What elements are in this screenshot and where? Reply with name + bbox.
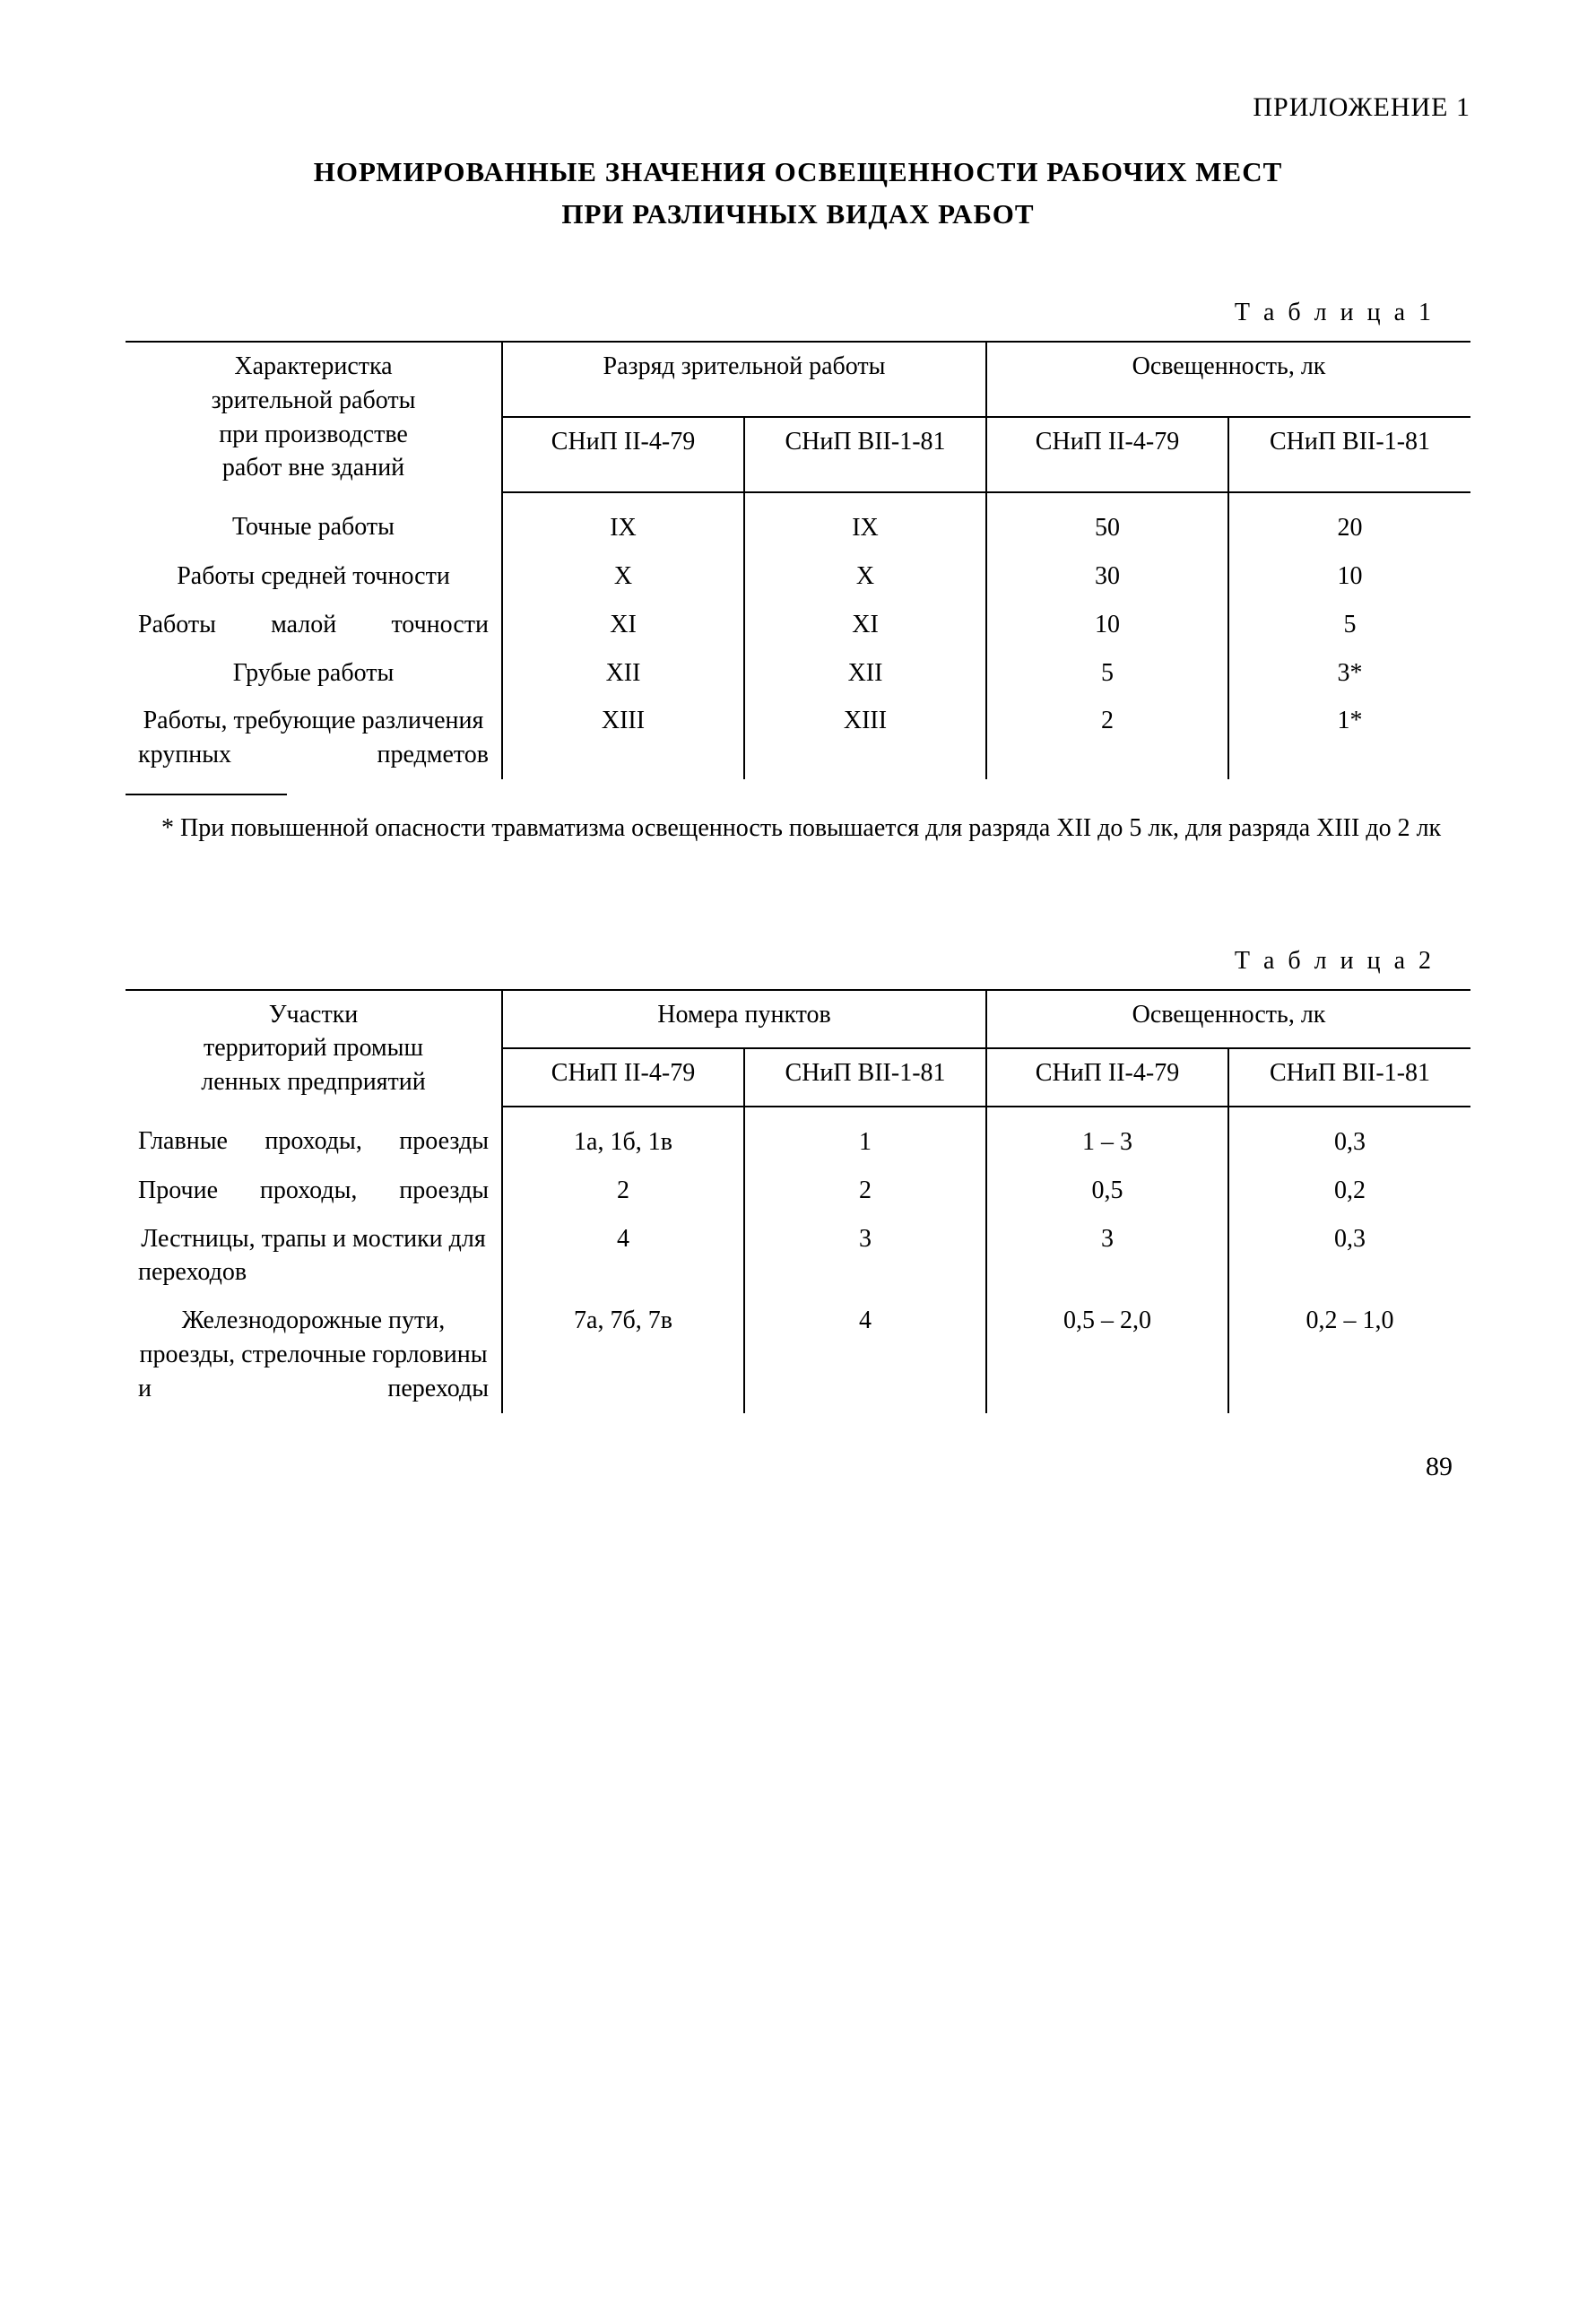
t1-col1-h1: Характеристка	[234, 352, 392, 380]
t1-sub-a2: СНиП ВII-1-81	[744, 417, 986, 492]
t1-r0-label: Точные работы	[126, 492, 502, 552]
t1-r1-label: Работы средней точ­ности	[126, 552, 502, 601]
footnote-text: * При повышенной опасности травматизма о…	[126, 812, 1470, 846]
t2-r1-label: Прочие проходы, проезды	[126, 1167, 502, 1215]
t1-r4-a2: XIII	[744, 697, 986, 779]
t2-r1-a1: 2	[502, 1167, 744, 1215]
table2-label: Т а б л и ц а 2	[126, 944, 1470, 978]
t1-sub-b2: СНиП ВII-1-81	[1228, 417, 1470, 492]
t2-r2-b2: 0,3	[1228, 1215, 1470, 1298]
t1-r0-b1: 50	[986, 492, 1228, 552]
t2-r2-label: Лестницы, трапы и мостики для перехо­дов	[126, 1215, 502, 1298]
table1: Характеристка зрительной работы при прои…	[126, 341, 1470, 779]
table-row: Точные работы IX IX 50 20	[126, 492, 1470, 552]
t2-group1-head: Номера пунктов	[502, 990, 986, 1048]
t2-col1-h3: ленных предприятий	[201, 1068, 426, 1096]
footnote-separator	[126, 794, 287, 795]
t2-r3-b2: 0,2 – 1,0	[1228, 1297, 1470, 1412]
t2-r3-a1: 7а, 7б, 7в	[502, 1297, 744, 1412]
t1-col1-h4: работ вне зданий	[222, 454, 404, 482]
t2-r0-b2: 0,3	[1228, 1107, 1470, 1167]
table-row: Работы, требующие различения круп­ных пр…	[126, 697, 1470, 779]
t2-r3-a2: 4	[744, 1297, 986, 1412]
t1-col1-head: Характеристка зрительной работы при прои…	[126, 342, 502, 492]
t1-r0-a2: IX	[744, 492, 986, 552]
t2-r3-b1: 0,5 – 2,0	[986, 1297, 1228, 1412]
t2-sub-b2: СНиП ВII-1-81	[1228, 1048, 1470, 1107]
t2-r2-a1: 4	[502, 1215, 744, 1298]
t1-r1-a1: X	[502, 552, 744, 601]
table1-label: Т а б л и ц а 1	[126, 296, 1470, 330]
t1-col1-h3: при производстве	[219, 421, 408, 448]
t2-r1-a2: 2	[744, 1167, 986, 1215]
t1-r3-label: Грубые работы	[126, 649, 502, 698]
appendix-label: ПРИЛОЖЕНИЕ 1	[126, 90, 1470, 126]
t1-r0-b2: 20	[1228, 492, 1470, 552]
t2-col1-h2: территорий промыш­	[204, 1034, 423, 1062]
t1-r2-b2: 5	[1228, 601, 1470, 649]
t1-r1-a2: X	[744, 552, 986, 601]
table-row: Работы малой точ­ности XI XI 10 5	[126, 601, 1470, 649]
t1-r4-b2: 1*	[1228, 697, 1470, 779]
t2-r0-a1: 1а, 1б, 1в	[502, 1107, 744, 1167]
table-row: Грубые работы XII XII 5 3*	[126, 649, 1470, 698]
t1-group1-head: Разряд зрительной работы	[502, 342, 986, 417]
t2-col1-head: Участки территорий промыш­ ленных предпр…	[126, 990, 502, 1107]
t2-col1-h1: Участки	[269, 1001, 359, 1029]
table2: Участки территорий промыш­ ленных предпр…	[126, 989, 1470, 1413]
t2-r0-b1: 1 – 3	[986, 1107, 1228, 1167]
t1-col1-h2: зрительной работы	[212, 386, 416, 414]
t1-r3-b1: 5	[986, 649, 1228, 698]
t2-r1-b1: 0,5	[986, 1167, 1228, 1215]
t2-r3-label: Железнодорожные пу­ти, проезды, стрелоч­…	[126, 1297, 502, 1412]
t1-sub-b1: СНиП II-4-79	[986, 417, 1228, 492]
table-row: Лестницы, трапы и мостики для перехо­дов…	[126, 1215, 1470, 1298]
t1-r1-b2: 10	[1228, 552, 1470, 601]
t2-r1-b2: 0,2	[1228, 1167, 1470, 1215]
page-number: 89	[126, 1449, 1470, 1486]
t1-group2-head: Освещенность, лк	[986, 342, 1470, 417]
t2-sub-a1: СНиП II-4-79	[502, 1048, 744, 1107]
table-row: Работы средней точ­ности X X 30 10	[126, 552, 1470, 601]
t2-r2-a2: 3	[744, 1215, 986, 1298]
t1-r4-a1: XIII	[502, 697, 744, 779]
t1-r4-b1: 2	[986, 697, 1228, 779]
t1-r3-a1: XII	[502, 649, 744, 698]
t1-r2-b1: 10	[986, 601, 1228, 649]
t1-sub-a1: СНиП II-4-79	[502, 417, 744, 492]
t1-r3-b2: 3*	[1228, 649, 1470, 698]
t1-r2-label: Работы малой точ­ности	[126, 601, 502, 649]
main-title-line2: ПРИ РАЗЛИЧНЫХ ВИДАХ РАБОТ	[126, 195, 1470, 233]
t2-r0-label: Главные проходы, проезды	[126, 1107, 502, 1167]
t1-r3-a2: XII	[744, 649, 986, 698]
table-row: Прочие проходы, проезды 2 2 0,5 0,2	[126, 1167, 1470, 1215]
table-row: Железнодорожные пу­ти, проезды, стрелоч­…	[126, 1297, 1470, 1412]
t1-r1-b1: 30	[986, 552, 1228, 601]
t2-r2-b1: 3	[986, 1215, 1228, 1298]
t2-r0-a2: 1	[744, 1107, 986, 1167]
t1-r2-a1: XI	[502, 601, 744, 649]
main-title-line1: НОРМИРОВАННЫЕ ЗНАЧЕНИЯ ОСВЕЩЕННОСТИ РАБО…	[126, 153, 1470, 191]
table-row: Главные проходы, проезды 1а, 1б, 1в 1 1 …	[126, 1107, 1470, 1167]
t2-sub-b1: СНиП II-4-79	[986, 1048, 1228, 1107]
t1-r0-a1: IX	[502, 492, 744, 552]
t2-sub-a2: СНиП ВII-1-81	[744, 1048, 986, 1107]
t1-r2-a2: XI	[744, 601, 986, 649]
t1-r4-label: Работы, требующие различения круп­ных пр…	[126, 697, 502, 779]
t2-group2-head: Освещенность, лк	[986, 990, 1470, 1048]
